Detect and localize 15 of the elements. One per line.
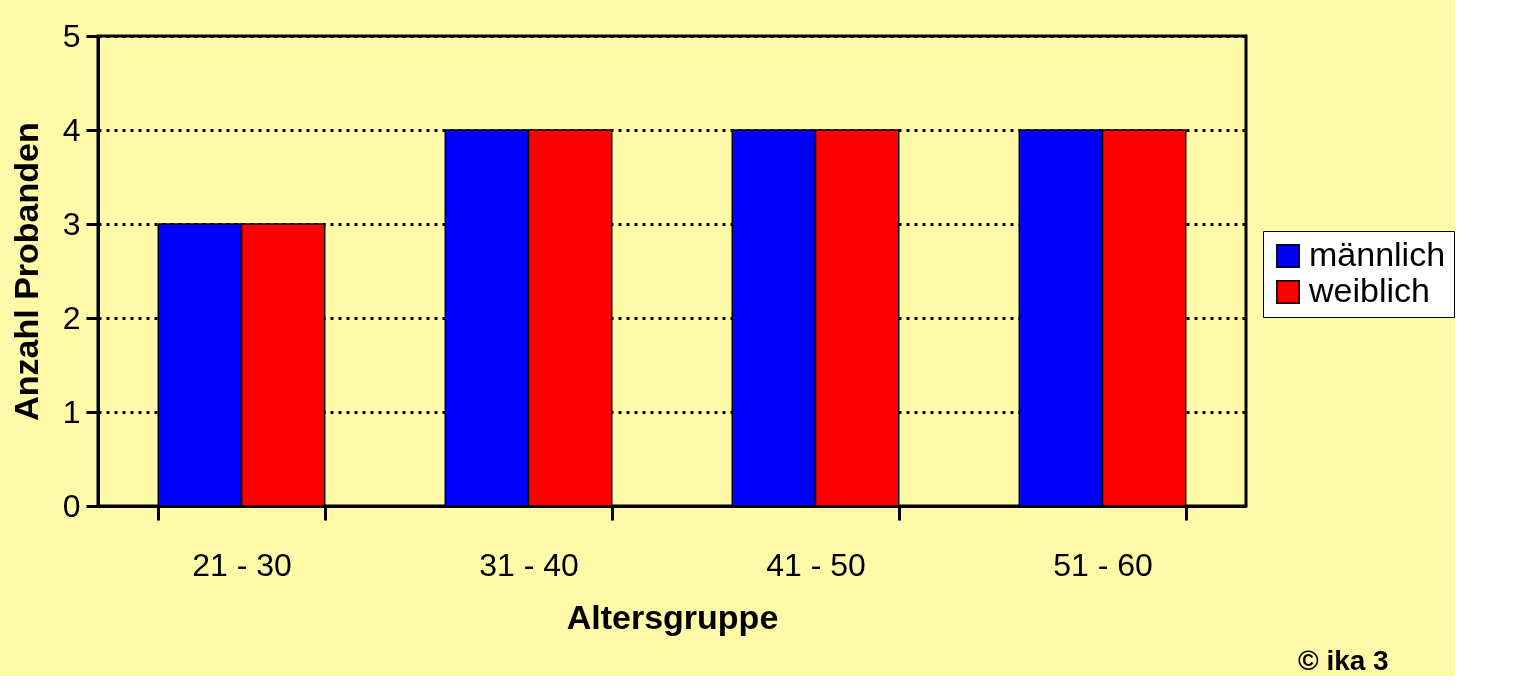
y-axis-title: Anzahl Probanden — [6, 122, 45, 421]
x-tick-label: 21 - 30 — [192, 546, 292, 583]
y-tick-label: 4 — [62, 111, 81, 148]
text: © ika 3 — [1298, 645, 1389, 676]
legend-label: männlich — [1309, 235, 1446, 273]
x-axis-title: Altersgruppe — [566, 597, 779, 636]
x-tick-label: 41 - 50 — [766, 546, 866, 583]
x-tick-label: 31 - 40 — [479, 546, 579, 583]
y-tick-label: 0 — [62, 487, 81, 524]
x-tick-label: 51 - 60 — [1053, 546, 1153, 583]
y-tick-label: 3 — [62, 205, 81, 242]
y-tick-label: 5 — [62, 17, 81, 54]
y-tick-label: 1 — [62, 393, 81, 430]
y-tick-label: 2 — [62, 299, 81, 336]
legend-label: weiblich — [1308, 271, 1430, 309]
